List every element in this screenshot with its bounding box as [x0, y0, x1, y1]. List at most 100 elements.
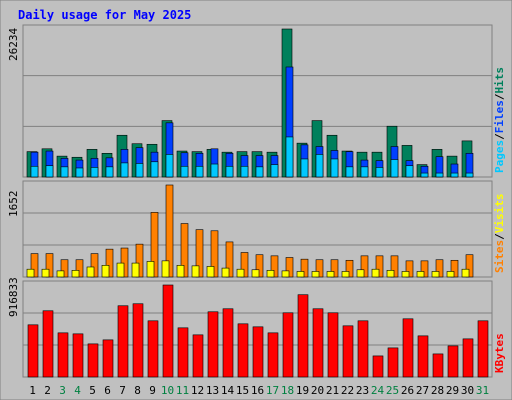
x-tick-label: 21	[326, 384, 339, 397]
bar-kbytes-31	[477, 320, 489, 378]
legend-separator: /	[493, 233, 506, 240]
legend-separator: /	[493, 133, 506, 140]
bar-kbytes-11	[177, 327, 189, 378]
bar-pages-20	[315, 154, 324, 178]
bar-pages-26	[405, 165, 414, 178]
bar-sites-13	[210, 230, 219, 278]
x-tick-label: 7	[119, 384, 126, 397]
bar-sites-11	[180, 223, 189, 278]
bar-pages-1	[30, 165, 39, 178]
bar-visits-25	[386, 270, 395, 278]
bar-pages-2	[45, 165, 54, 178]
legend-separator: /	[493, 93, 506, 100]
bar-pages-28	[435, 172, 444, 178]
bar-sites-30	[465, 254, 474, 278]
legend-middle: Sites/Visits	[493, 194, 506, 274]
bar-pages-3	[60, 166, 69, 178]
bar-sites-4	[75, 259, 84, 278]
bar-visits-23	[356, 269, 365, 278]
bar-sites-26	[405, 260, 414, 278]
x-tick-label: 25	[386, 384, 399, 397]
x-tick-label: 1	[29, 384, 36, 397]
bar-visits-16	[251, 269, 260, 278]
bar-pages-13	[210, 163, 219, 178]
x-tick-label: 27	[416, 384, 429, 397]
x-tick-label: 24	[371, 384, 385, 397]
bar-pages-5	[90, 167, 99, 178]
x-tick-label: 22	[341, 384, 354, 397]
bar-sites-10	[165, 184, 174, 278]
bar-pages-29	[450, 172, 459, 178]
bar-kbytes-14	[222, 308, 234, 378]
bar-sites-5	[90, 253, 99, 278]
y-max-label: 1652	[7, 191, 20, 218]
bar-pages-12	[195, 165, 204, 178]
x-tick-label: 14	[221, 384, 235, 397]
bar-visits-20	[311, 271, 320, 278]
x-tick-label: 10	[161, 384, 174, 397]
bar-pages-7	[120, 162, 129, 178]
bar-kbytes-29	[447, 345, 459, 378]
bar-kbytes-17	[267, 332, 279, 378]
x-tick-label: 26	[401, 384, 414, 397]
bar-visits-21	[326, 271, 335, 278]
bar-sites-12	[195, 229, 204, 278]
bar-kbytes-19	[297, 294, 309, 378]
bar-sites-24	[375, 255, 384, 278]
bar-pages-17	[270, 164, 279, 178]
bar-visits-7	[116, 262, 125, 278]
bar-kbytes-10	[162, 284, 174, 378]
bar-sites-15	[240, 252, 249, 278]
bar-pages-8	[135, 163, 144, 178]
bar-visits-18	[281, 270, 290, 278]
bar-visits-29	[446, 271, 455, 278]
bar-pages-21	[330, 158, 339, 178]
bar-visits-12	[191, 265, 200, 278]
bar-sites-28	[435, 259, 444, 278]
bar-pages-18	[285, 136, 294, 178]
bar-pages-10	[165, 154, 174, 178]
x-tick-label: 13	[206, 384, 219, 397]
x-tick-label: 17	[266, 384, 279, 397]
x-tick-label: 12	[191, 384, 204, 397]
bar-pages-4	[75, 167, 84, 178]
bar-visits-6	[101, 265, 110, 278]
y-max-label: 26234	[7, 28, 20, 61]
bar-pages-27	[420, 172, 429, 178]
bar-sites-3	[60, 259, 69, 278]
bar-pages-24	[375, 167, 384, 178]
bar-kbytes-2	[42, 310, 54, 378]
legend-kbytes: KBytes	[493, 333, 506, 373]
bar-visits-9	[146, 261, 155, 278]
bar-sites-21	[330, 259, 339, 278]
chart-title: Daily usage for May 2025	[18, 8, 191, 22]
bar-kbytes-7	[117, 305, 129, 378]
x-tick-label: 28	[431, 384, 444, 397]
bar-sites-25	[390, 255, 399, 278]
bar-sites-7	[120, 247, 129, 278]
legend-pages: Pages	[493, 140, 506, 173]
x-tick-label: 2	[44, 384, 51, 397]
legend-sites: Sites	[493, 240, 506, 273]
bar-pages-14	[225, 165, 234, 178]
bar-visits-22	[341, 271, 350, 278]
bar-kbytes-20	[312, 308, 324, 378]
bar-visits-10	[161, 260, 170, 278]
x-tick-label: 23	[356, 384, 369, 397]
bar-kbytes-3	[57, 332, 69, 378]
bar-visits-3	[56, 270, 65, 278]
y-max-label: 916833	[7, 277, 20, 317]
bar-visits-11	[176, 265, 185, 278]
bar-kbytes-9	[147, 320, 159, 378]
bar-pages-23	[360, 166, 369, 178]
bar-sites-17	[270, 255, 279, 278]
x-tick-label: 8	[134, 384, 141, 397]
bar-kbytes-6	[102, 339, 114, 378]
bar-kbytes-28	[432, 353, 444, 378]
bar-visits-30	[461, 268, 470, 278]
bar-visits-17	[266, 270, 275, 278]
bar-pages-19	[300, 158, 309, 178]
x-tick-label: 19	[296, 384, 309, 397]
legend-bottom: KBytes	[493, 333, 506, 373]
